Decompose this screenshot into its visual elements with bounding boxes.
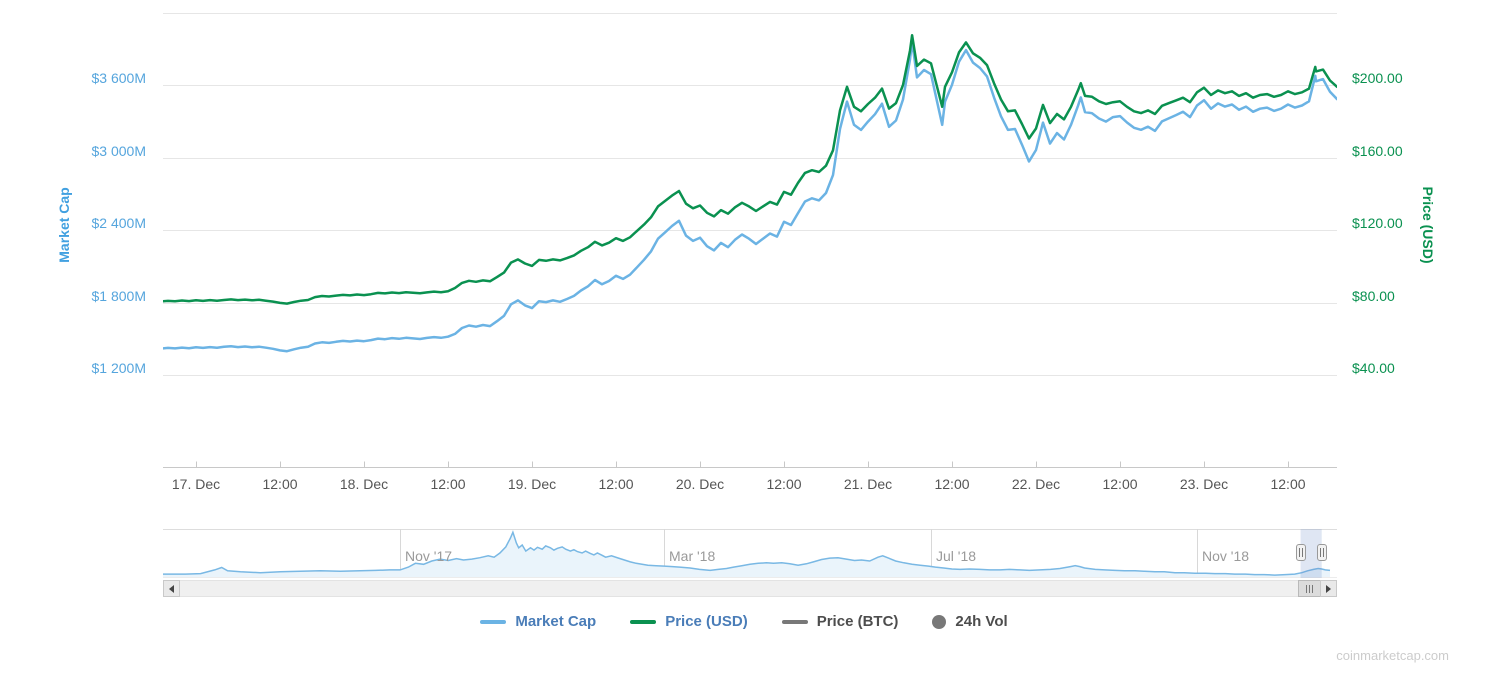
navigator-axis-label: Mar '18: [669, 548, 716, 564]
right-axis-title: Price (USD): [1420, 186, 1436, 264]
x-axis-label: 18. Dec: [339, 476, 389, 492]
y-axis-label-left: $2 400M: [91, 215, 146, 231]
x-axis-label: 23. Dec: [1179, 476, 1229, 492]
y-axis-label-left: $3 600M: [91, 70, 146, 86]
scrollbar-right-button[interactable]: [1320, 580, 1337, 597]
x-axis-label: 12:00: [934, 476, 970, 492]
navigator-handle-right[interactable]: [1316, 544, 1327, 561]
legend-item-market-cap[interactable]: Market Cap: [480, 613, 596, 630]
x-axis-label: 12:00: [1270, 476, 1306, 492]
legend-label: Price (BTC): [816, 613, 899, 630]
scrollbar-left-arrow-icon: [169, 584, 174, 593]
navigator-axis-label: Jul '18: [936, 548, 977, 564]
price-btc-line-swatch-icon: [781, 619, 808, 624]
scrollbar-left-button[interactable]: [163, 580, 180, 597]
x-axis-label: 12:00: [262, 476, 298, 492]
x-axis-label: 21. Dec: [843, 476, 893, 492]
x-axis-label: 20. Dec: [675, 476, 725, 492]
legend-label: Market Cap: [515, 613, 597, 630]
x-axis-label: 19. Dec: [507, 476, 557, 492]
y-axis-label-left: $1 200M: [91, 360, 146, 376]
market-cap-line-swatch-icon: [480, 619, 507, 624]
navigator-axis-label: Nov '17: [405, 548, 453, 564]
price-usd-line-swatch-icon: [630, 619, 657, 624]
y-axis-label-left: $3 000M: [91, 142, 146, 159]
y-axis-label-right: $200.00: [1352, 70, 1403, 86]
legend-label: 24h Vol: [955, 613, 1008, 630]
scrollbar-track[interactable]: [163, 580, 1337, 597]
x-axis-label: 12:00: [598, 476, 634, 492]
series-line-market-cap: [163, 40, 1337, 353]
legend-item-price-usd[interactable]: Price (USD): [630, 613, 748, 630]
plot-area[interactable]: [163, 12, 1337, 468]
navigator-line: [163, 530, 1331, 576]
x-axis-label: 12:00: [430, 476, 466, 492]
navigator-area-fill: [163, 532, 1330, 577]
y-axis-label-right: $80.00: [1352, 287, 1395, 304]
legend-item-price-btc[interactable]: Price (BTC): [781, 613, 899, 630]
navigator-selected-range[interactable]: [1300, 529, 1322, 578]
x-axis-label: 17. Dec: [171, 476, 221, 492]
x-axis-label: 12:00: [766, 476, 802, 492]
scrollbar-right-arrow-icon: [1326, 584, 1331, 593]
legend-label: Price (USD): [665, 613, 748, 630]
left-axis-title: Market Cap: [56, 187, 72, 263]
y-axis-label-right: $40.00: [1352, 360, 1395, 376]
series-line-price-usd: [163, 33, 1337, 305]
y-axis-label-left: $1 800M: [91, 287, 146, 304]
navigator-handle-left[interactable]: [1295, 544, 1306, 561]
legend-item-24h-vol[interactable]: 24h Vol: [932, 613, 1008, 630]
y-axis-label-right: $120.00: [1352, 215, 1403, 231]
x-axis-label: 12:00: [1102, 476, 1138, 492]
x-axis-label: 22. Dec: [1011, 476, 1061, 492]
y-axis-label-right: $160.00: [1352, 142, 1403, 159]
legend: Market Cap Price (USD) Price (BTC) 24h V…: [0, 613, 1488, 630]
navigator-axis-label: Nov '18: [1202, 548, 1250, 564]
volume-dot-swatch-icon: [932, 614, 947, 629]
watermark: coinmarketcap.com: [1336, 648, 1449, 663]
scrollbar-thumb[interactable]: [1298, 580, 1321, 597]
